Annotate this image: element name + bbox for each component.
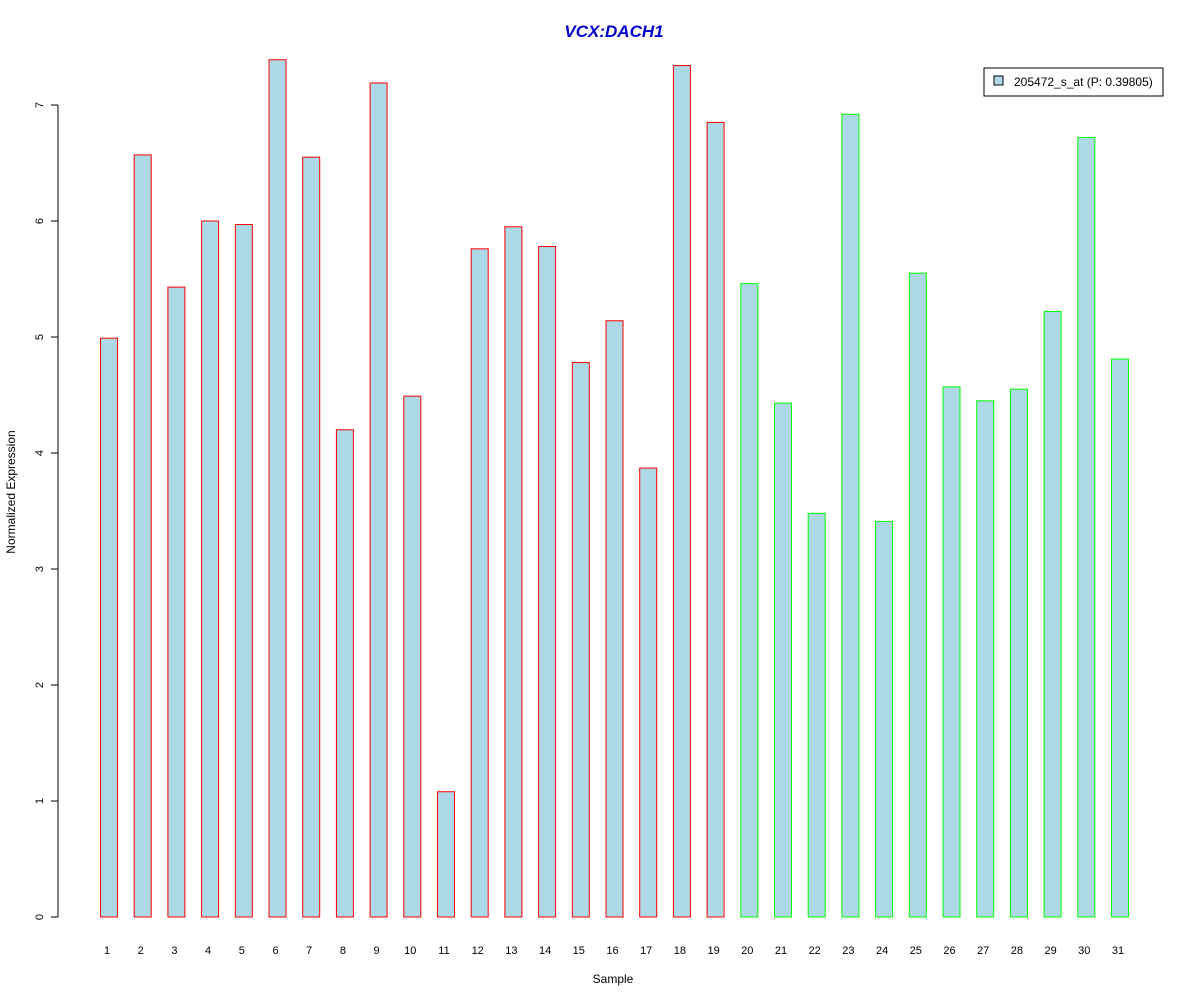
bar-group: [100, 59, 1129, 918]
bar-sample-29: [1043, 310, 1062, 918]
x-tick-label: 30: [1078, 945, 1090, 957]
x-axis-title: Sample: [593, 972, 634, 986]
x-tick-labels: 1 2 3 4 5 6 7 8 9 10 11 12 13 14 15 16 17 18 19 20 21 22 23 24 2…: [104, 945, 1124, 957]
x-tick-label: 27: [977, 945, 989, 957]
x-tick-label: 12: [472, 945, 484, 957]
x-tick-label: 15: [573, 945, 585, 957]
bar-sample-14: [538, 246, 557, 918]
legend-label: 205472_s_at (P: 0.39805): [1014, 75, 1153, 89]
y-tick-label: 2: [34, 682, 46, 688]
bar-sample-20: [740, 283, 759, 918]
bar-sample-25: [908, 272, 927, 918]
bar-sample-19: [706, 121, 725, 918]
x-tick-label: 25: [910, 945, 922, 957]
x-tick-label: 24: [876, 945, 888, 957]
x-tick-label: 17: [640, 945, 652, 957]
x-tick-label: 20: [741, 945, 753, 957]
bar-sample-21: [774, 402, 792, 918]
bar-sample-12: [470, 248, 489, 918]
x-tick-label: 19: [707, 945, 719, 957]
x-tick-label: 10: [404, 945, 416, 957]
bar-sample-13: [504, 226, 523, 918]
x-tick-label: 5: [239, 945, 245, 957]
legend-swatch: [993, 75, 1004, 86]
bar-sample-7: [302, 156, 321, 918]
bar-sample-22: [807, 512, 826, 918]
bar-sample-30: [1077, 136, 1096, 918]
x-tick-label: 8: [340, 945, 346, 957]
bar-sample-6: [268, 59, 287, 918]
legend-box: [983, 67, 1164, 97]
legend: 205472_s_at (P: 0.39805): [983, 67, 1164, 97]
bar-sample-18: [672, 65, 691, 918]
x-tick-label: 31: [1112, 945, 1124, 957]
x-tick-label: 28: [1011, 945, 1023, 957]
bar-sample-17: [639, 467, 658, 918]
bar-sample-11: [437, 791, 455, 918]
y-axis: 0 1 2 3 4 5 6 7: [34, 102, 59, 920]
bar-sample-4: [201, 220, 220, 918]
x-tick-label: 16: [606, 945, 618, 957]
x-tick-label: 6: [272, 945, 278, 957]
y-tick-label: 6: [34, 218, 46, 224]
x-tick-label: 14: [539, 945, 551, 957]
x-tick-label: 4: [205, 945, 211, 957]
x-tick-label: 21: [775, 945, 787, 957]
x-tick-label: 18: [674, 945, 686, 957]
x-tick-label: 7: [306, 945, 312, 957]
bar-sample-2: [133, 154, 152, 918]
x-tick-label: 13: [505, 945, 517, 957]
bar-sample-27: [976, 400, 995, 918]
x-tick-label: 23: [842, 945, 854, 957]
y-tick-label: 5: [34, 334, 46, 340]
bar-sample-28: [1009, 388, 1028, 918]
bar-sample-8: [335, 429, 354, 918]
y-axis-title: Normalized Expression: [4, 430, 18, 553]
x-tick-label: 29: [1044, 945, 1056, 957]
bar-sample-23: [841, 113, 860, 918]
x-tick-label: 11: [438, 945, 449, 957]
x-tick-label: 3: [171, 945, 177, 957]
bar-sample-9: [369, 82, 388, 918]
bar-sample-1: [100, 337, 118, 918]
bar-sample-16: [605, 320, 624, 918]
chart-title: VCX:DACH1: [564, 22, 663, 41]
y-tick-label: 7: [34, 102, 46, 108]
bar-sample-31: [1111, 358, 1129, 918]
x-tick-label: 2: [138, 945, 144, 957]
bar-sample-26: [942, 386, 961, 918]
x-tick-label: 1: [104, 945, 110, 957]
bar-sample-10: [403, 395, 422, 918]
bar-sample-15: [571, 362, 590, 918]
y-tick-label: 3: [34, 566, 46, 572]
y-tick-label: 1: [34, 798, 46, 804]
bar-sample-5: [234, 223, 253, 918]
x-tick-label: 9: [374, 945, 380, 957]
bar-sample-3: [167, 286, 186, 918]
bar-sample-24: [875, 520, 894, 918]
y-tick-label: 0: [34, 914, 46, 920]
x-tick-label: 22: [809, 945, 821, 957]
y-tick-label: 4: [34, 450, 46, 456]
x-tick-label: 26: [943, 945, 955, 957]
